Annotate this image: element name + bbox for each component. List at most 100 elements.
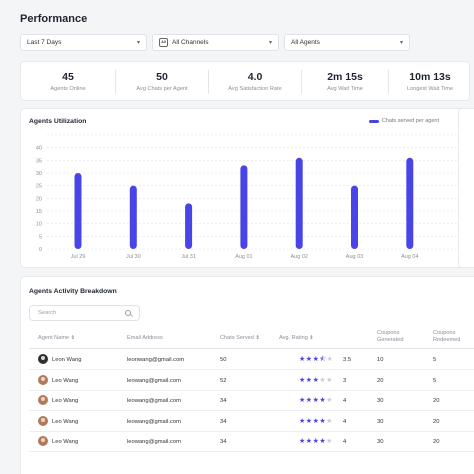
star-icon: ★ — [319, 376, 327, 384]
search-input[interactable]: Search — [29, 305, 140, 321]
column-header-rating[interactable]: Avg. Rating ⇕ — [279, 335, 314, 342]
column-header-name[interactable]: Agent Name ⇕ — [38, 335, 75, 342]
page-title: Performance — [20, 13, 88, 25]
star-icon: ★ — [299, 397, 306, 404]
divider — [208, 70, 209, 94]
activity-title: Agents Activity Breakdown — [29, 288, 117, 295]
coupons-redeemed: 5 — [433, 357, 437, 363]
y-tick-label: 40 — [36, 146, 42, 152]
sort-icon: ⇕ — [70, 335, 75, 341]
coupons-generated: 30 — [377, 398, 384, 404]
chart-bar[interactable] — [129, 185, 137, 249]
star-icon: ★ — [312, 356, 320, 363]
rating-value: 4 — [343, 398, 347, 404]
utilization-chart: 0 5 10 15 20 25 30 35 40 Jul 29 Jul 30 Jul 31 Aug 01… — [36, 134, 457, 260]
search-placeholder: Search — [38, 310, 57, 316]
y-tick-label: 20 — [36, 196, 42, 202]
agent-email: leowang@gmail.com — [127, 439, 181, 445]
star-icon: ★ — [326, 356, 334, 363]
star-icon: ★ — [319, 417, 327, 425]
coupons-generated: 10 — [377, 357, 384, 363]
divider — [301, 70, 302, 94]
table-row[interactable]: Leo Wang leowang@gmail.com 34 4 30 20 ★★★★★ — [29, 412, 474, 432]
sort-icon: ⇕ — [309, 335, 314, 341]
table-row[interactable]: Leo Wang leowang@gmail.com 34 4 30 20 ★★★★★ — [29, 391, 474, 411]
star-icon: ★ — [299, 356, 306, 363]
y-tick-label: 35 — [36, 158, 42, 164]
column-header-chats[interactable]: Chats Served ⇕ — [220, 335, 260, 342]
header-label: Coupons — [377, 330, 400, 336]
stat-value: 10m 13s — [409, 71, 451, 83]
activity-card: Agents Activity Breakdown Search Agent N… — [20, 276, 474, 474]
rating-value: 4 — [343, 418, 347, 425]
y-tick-label: 5 — [39, 234, 42, 240]
chart-bar[interactable] — [351, 185, 358, 249]
star-icon: ★ — [312, 417, 320, 425]
agent-email: leowang@gmail.com — [127, 377, 181, 384]
stat-value: 4.0 — [247, 71, 263, 83]
avatar — [38, 374, 48, 385]
rating-stars: ★★★★★ — [299, 396, 333, 404]
divider — [388, 70, 389, 94]
header-label: Email Address — [127, 335, 163, 341]
chats-served: 34 — [220, 439, 227, 445]
column-header-coupons-redeemed[interactable]: Coupons Redeemed — [433, 330, 460, 344]
star-icon: ★ — [312, 376, 320, 384]
search-icon — [125, 310, 131, 316]
x-tick-label: Aug 04 — [401, 254, 418, 260]
rating-value: 3 — [343, 377, 347, 384]
agent-email: leonwang@gmail.com — [127, 357, 185, 363]
utilization-card: 0 5 10 15 20 25 30 35 40 Jul 29 Jul 30 Jul 31 Aug 01… — [20, 108, 464, 268]
table-row[interactable]: Leon Wang leonwang@gmail.com 50 3.5 10 5 ★★★⯪★ — [29, 350, 474, 370]
table-row[interactable]: Leo Wang leowang@gmail.com 34 4 30 20 ★★★★★ — [29, 432, 474, 452]
stat-value: 2m 15s — [327, 71, 363, 83]
agent-name: Leo Wang — [52, 377, 79, 384]
x-tick-label: Aug 03 — [346, 254, 363, 260]
star-icon: ★ — [312, 397, 320, 404]
agent-name: Leo Wang — [52, 418, 79, 425]
stat-agents-online: 45 Agents Online — [21, 62, 115, 102]
header-label: Agent Name — [38, 335, 70, 341]
coupons-generated: 30 — [377, 439, 384, 445]
coupons-redeemed: 20 — [433, 439, 440, 445]
channels-dropdown[interactable]: All All Channels ▾ — [152, 34, 279, 51]
chats-served: 52 — [220, 377, 227, 384]
divider — [29, 348, 474, 349]
star-icon: ★ — [299, 417, 306, 425]
rating-stars: ★★★★★ — [299, 376, 333, 384]
rating-value: 4 — [343, 439, 347, 445]
header-label: Redeemed — [433, 337, 461, 343]
agents-dropdown[interactable]: All Agents ▾ — [284, 34, 410, 51]
divider — [115, 70, 116, 94]
chart-bar[interactable] — [240, 165, 248, 249]
star-icon: ★ — [319, 397, 327, 404]
stat-avg-satisfaction: 4.0 Avg Satisfaction Rate — [209, 62, 301, 102]
legend-swatch — [368, 119, 379, 123]
star-icon: ★ — [299, 438, 306, 445]
star-icon: ★ — [312, 438, 320, 445]
stat-label: Longest Wait Time — [406, 86, 454, 92]
stat-label: Agents Online — [50, 86, 86, 92]
coupons-generated: 20 — [377, 377, 384, 384]
x-tick-label: Jul 31 — [181, 254, 196, 260]
table-row[interactable]: Leo Wang leowang@gmail.com 52 3 20 5 ★★★★★ — [29, 371, 474, 391]
chart-bar[interactable] — [74, 173, 82, 249]
coupons-redeemed: 20 — [433, 398, 440, 404]
chart-bar[interactable] — [406, 157, 414, 249]
avatar — [38, 436, 48, 446]
period-dropdown[interactable]: Last 7 Days ▾ — [20, 34, 147, 51]
chart-bar[interactable] — [295, 157, 303, 249]
rating-stars: ★★★⯪★ — [299, 355, 333, 366]
rating-stars: ★★★★★ — [299, 417, 333, 425]
y-tick-label: 30 — [36, 171, 42, 177]
chats-served: 34 — [220, 398, 227, 404]
agent-email: leowang@gmail.com — [127, 418, 181, 425]
chats-served: 34 — [220, 418, 227, 425]
legend-label: Chats served per agent — [381, 118, 439, 124]
chevron-down-icon: ▾ — [136, 40, 140, 46]
column-header-coupons-generated[interactable]: Coupons Generated — [377, 330, 403, 344]
star-icon: ★ — [305, 356, 313, 363]
x-tick-label: Aug 02 — [290, 254, 307, 260]
chart-bar[interactable] — [185, 203, 193, 249]
star-icon: ★ — [319, 438, 327, 445]
